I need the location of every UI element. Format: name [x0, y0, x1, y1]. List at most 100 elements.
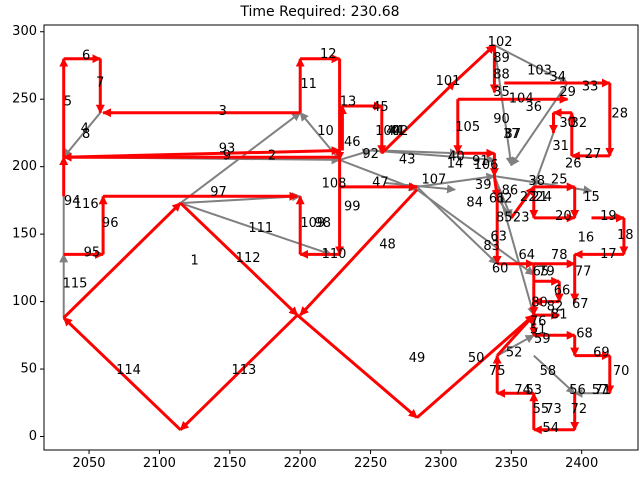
node-label-47: 47 [372, 175, 389, 190]
y-tick-label-150: 150 [12, 227, 37, 242]
node-label-5: 5 [64, 94, 72, 109]
node-label-91: 91 [472, 154, 489, 169]
node-label-51: 51 [530, 322, 547, 337]
node-label-85: 85 [496, 210, 513, 225]
node-label-66: 66 [554, 283, 571, 298]
inactive-edge-91 [533, 354, 576, 395]
node-label-31: 31 [552, 139, 569, 154]
node-label-83: 83 [483, 239, 500, 254]
node-label-57: 57 [592, 383, 609, 398]
node-label-63: 63 [490, 229, 507, 244]
node-label-62: 62 [496, 192, 513, 207]
node-label-20: 20 [555, 209, 572, 224]
node-label-2: 2 [268, 148, 276, 163]
node-label-116: 116 [74, 197, 99, 212]
node-label-54: 54 [542, 421, 559, 436]
active-edge-38 [380, 80, 457, 155]
y-tick-label-200: 200 [12, 159, 37, 174]
node-label-8: 8 [82, 127, 90, 142]
node-label-58: 58 [540, 364, 557, 379]
node-label-110: 110 [322, 247, 347, 262]
node-label-108: 108 [322, 177, 347, 192]
node-label-3: 3 [219, 104, 227, 119]
node-label-114: 114 [116, 363, 141, 378]
active-edge-92 [496, 314, 535, 357]
node-label-25: 25 [551, 173, 568, 188]
active-edge-39 [453, 44, 496, 83]
active-edge-59 [491, 175, 501, 199]
inactive-edge-56 [381, 148, 459, 158]
node-label-42: 42 [392, 124, 409, 139]
segments-layer [59, 44, 629, 435]
node-label-103: 103 [527, 63, 552, 78]
node-label-104: 104 [509, 92, 534, 107]
node-label-27: 27 [585, 147, 602, 162]
y-tick-label-50: 50 [20, 362, 37, 377]
node-label-28: 28 [611, 107, 628, 122]
active-edge-35 [296, 313, 418, 419]
inactive-edge-37 [416, 188, 535, 276]
plot-frame [43, 24, 639, 451]
inactive-edge-42 [493, 45, 515, 167]
node-label-77: 77 [575, 264, 592, 279]
x-tick-label-2150: 2150 [213, 456, 246, 471]
node-label-14: 14 [447, 157, 464, 172]
x-tick-label-2100: 2100 [143, 456, 176, 471]
x-axis: 2050 2100 2150 2200 2250 2300 2350 2400 [72, 450, 598, 471]
node-label-17: 17 [600, 247, 617, 262]
node-label-7: 7 [96, 76, 104, 91]
node-label-41: 41 [389, 124, 406, 139]
node-label-100: 100 [375, 124, 400, 139]
node-label-105: 105 [455, 120, 480, 135]
node-label-59: 59 [534, 332, 551, 347]
node-label-90: 90 [493, 112, 510, 127]
y-tick-label-250: 250 [12, 92, 37, 107]
node-label-76: 76 [530, 314, 547, 329]
node-label-6: 6 [82, 49, 90, 64]
inactive-edge-95 [416, 186, 498, 265]
x-tick-label-2200: 2200 [284, 456, 317, 471]
inactive-edge-94 [493, 175, 536, 317]
node-label-84: 84 [466, 196, 483, 211]
node-label-45: 45 [372, 100, 389, 115]
node-label-24: 24 [535, 190, 552, 205]
node-label-102: 102 [488, 35, 513, 50]
node-label-1: 1 [190, 254, 198, 269]
node-label-49: 49 [409, 351, 426, 366]
node-label-39: 39 [475, 178, 492, 193]
node-label-22: 22 [520, 190, 537, 205]
node-label-48: 48 [379, 237, 396, 252]
active-edge-0 [62, 202, 182, 319]
node-label-40: 40 [448, 150, 465, 165]
node-label-74: 74 [514, 383, 531, 398]
node-label-113: 113 [231, 363, 256, 378]
inactive-edge-90 [496, 334, 535, 357]
node-label-71: 71 [595, 383, 612, 398]
node-label-38: 38 [528, 174, 545, 189]
node-label-107: 107 [421, 173, 446, 188]
node-label-94: 94 [64, 194, 81, 209]
node-label-55: 55 [533, 402, 550, 417]
node-label-109: 109 [300, 216, 325, 231]
active-edge-34 [299, 188, 419, 317]
node-label-52: 52 [506, 345, 523, 360]
node-label-60: 60 [492, 262, 509, 277]
node-label-67: 67 [572, 297, 589, 312]
node-label-44: 44 [386, 124, 403, 139]
node-label-36: 36 [526, 100, 543, 115]
node-label-35: 35 [493, 85, 510, 100]
node-label-18: 18 [617, 228, 634, 243]
node-label-37: 37 [503, 127, 520, 142]
x-tick-label-2050: 2050 [72, 456, 105, 471]
node-label-23: 23 [513, 210, 530, 225]
node-label-68: 68 [576, 327, 593, 342]
node-label-21: 21 [531, 190, 548, 205]
node-label-29: 29 [559, 85, 576, 100]
node-label-69: 69 [593, 345, 610, 360]
node-label-112: 112 [236, 251, 261, 266]
chart-title: Time Required: 230.68 [239, 4, 399, 20]
inactive-edge-28 [339, 148, 372, 161]
node-label-33: 33 [582, 80, 599, 95]
node-label-88: 88 [493, 67, 510, 82]
